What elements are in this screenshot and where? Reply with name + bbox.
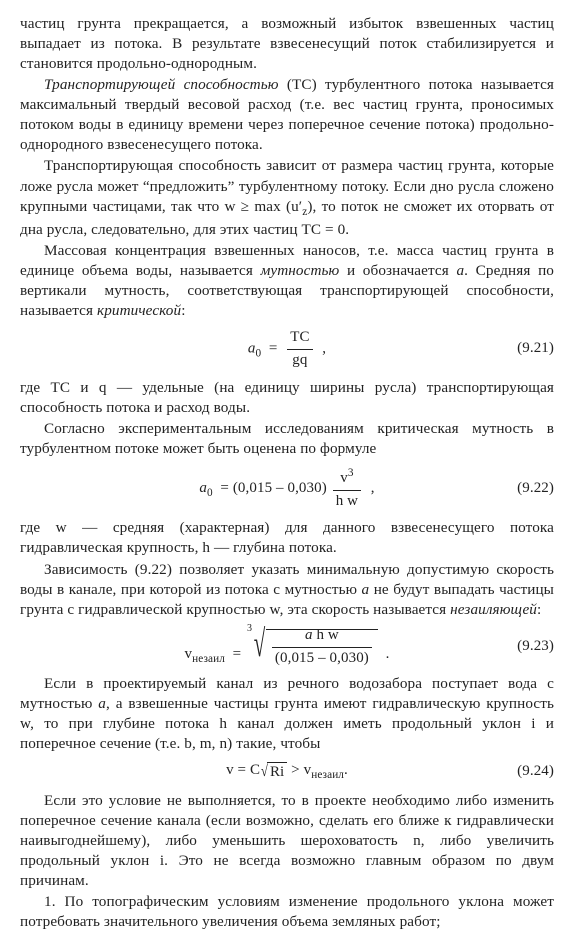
denominator: gq — [287, 350, 312, 371]
var-a: a — [98, 695, 106, 712]
var-a: a — [456, 262, 464, 279]
eq-fraction: v3 h w — [333, 466, 361, 512]
paragraph-if-condition: Если это условие не выполняется, то в пр… — [20, 791, 554, 891]
denominator: h w — [333, 491, 361, 512]
page: частиц грунта прекращается, а возможный … — [0, 0, 574, 951]
equation-label: (9.22) — [517, 479, 554, 499]
paragraph-mutnost: Массовая концентрация взвешенных наносов… — [20, 241, 554, 321]
text: . — [344, 762, 348, 778]
eq-lhs-var: v — [185, 646, 193, 662]
eq-lhs-sub: 0 — [207, 487, 213, 499]
term-mutnost: мутностью — [261, 262, 340, 279]
paragraph-min-velocity: Зависимость (9.22) позволяет указать мин… — [20, 560, 554, 620]
denominator: (0,015 – 0,030) — [272, 648, 372, 669]
eq-lhs-var: a — [199, 480, 207, 496]
equation-9-21: a0 = TC gq , (9.21) — [20, 328, 554, 371]
paragraph-experimental: Согласно экспериментальным исследованиям… — [20, 419, 554, 459]
equation-9-24: v = C√Ri > vнезаил. (9.24) — [20, 761, 554, 784]
text: v = C — [226, 762, 260, 778]
text: : — [181, 302, 185, 319]
term-transport-capacity: Транспортирующей способностью — [44, 76, 279, 93]
paragraph-design-canal: Если в проектируемый канал из речного во… — [20, 674, 554, 754]
paragraph-where-tc-q: где ТС и q — удельные (на единицу ширины… — [20, 378, 554, 418]
text: : — [537, 601, 541, 618]
numerator: TC — [287, 328, 312, 350]
term-critical: критической — [97, 302, 181, 319]
equation-label: (9.24) — [517, 762, 554, 782]
paragraph-where-w-h: где w — средняя (характерная) для данног… — [20, 518, 554, 558]
numerator: a h w — [272, 626, 372, 648]
paragraph-tc-depends: Транспортирующая способность зависит от … — [20, 156, 554, 239]
subscript: незаил — [311, 769, 344, 781]
square-root: √Ri — [260, 762, 287, 784]
equation-label: (9.21) — [517, 339, 554, 359]
paragraph-continuation: частиц грунта прекращается, а возможный … — [20, 14, 554, 74]
cube-root: 3 √ a h w (0,015 – 0,030) — [249, 627, 378, 666]
text: и обозначается — [339, 262, 456, 279]
eq-fraction: a h w (0,015 – 0,030) — [272, 626, 372, 669]
equation-label: (9.23) — [517, 637, 554, 657]
eq-fraction: TC gq — [287, 328, 312, 371]
eq-lhs-sub: незаил — [192, 653, 225, 665]
numerator: v3 — [333, 466, 361, 491]
paragraph-reason-1: 1. По топографическим условиям изменение… — [20, 892, 554, 932]
equation-9-23: vнезаил = 3 √ a h w (0,015 – 0,030) . (9… — [20, 627, 554, 667]
term-nezail: незаиляющей — [450, 601, 537, 618]
paragraph-tc-definition: Транспортирующей способностью (ТС) турбу… — [20, 75, 554, 155]
eq-lhs-sub: 0 — [255, 348, 261, 360]
eq-coef: (0,015 – 0,030) — [233, 480, 327, 496]
equation-9-22: a0 = (0,015 – 0,030) v3 h w , (9.22) — [20, 466, 554, 512]
text: > v — [287, 762, 311, 778]
